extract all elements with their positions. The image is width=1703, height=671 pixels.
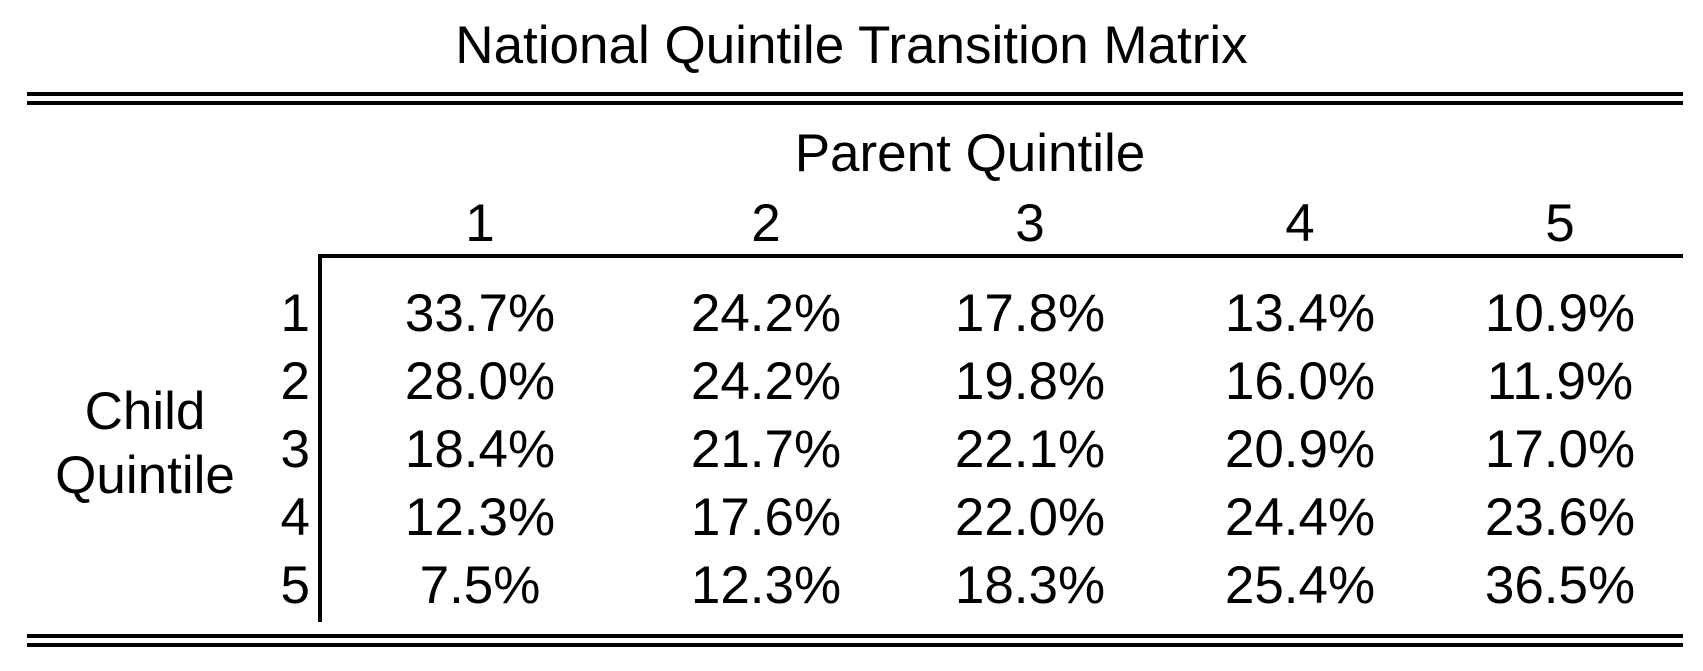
column-header-3: 3 — [1015, 194, 1045, 253]
table-cell-r5-c1: 7.5% — [419, 556, 541, 615]
row-header-divider — [318, 254, 322, 622]
row-header-3: 3 — [280, 420, 310, 479]
column-header-5: 5 — [1545, 194, 1575, 253]
bottom-rule-lower — [27, 643, 1683, 647]
table-cell-r1-c3: 17.8% — [954, 284, 1106, 343]
row-group-label-line-1: Child — [84, 382, 206, 441]
table-cell-r2-c1: 28.0% — [404, 352, 556, 411]
row-header-4: 4 — [280, 488, 310, 547]
column-header-2: 2 — [751, 194, 781, 253]
table-cell-r5-c2: 12.3% — [690, 556, 842, 615]
table-cell-r2-c5: 11.9% — [1486, 352, 1634, 411]
table-cell-r1-c4: 13.4% — [1224, 284, 1376, 343]
column-group-label: Parent Quintile — [794, 124, 1146, 183]
table-cell-r4-c3: 22.0% — [954, 488, 1106, 547]
row-header-2: 2 — [280, 352, 310, 411]
row-header-1: 1 — [280, 284, 310, 343]
row-group-label-line-2: Quintile — [55, 446, 235, 505]
table-cell-r4-c5: 23.6% — [1484, 488, 1636, 547]
table-cell-r4-c1: 12.3% — [404, 488, 556, 547]
table-cell-r3-c5: 17.0% — [1484, 420, 1636, 479]
table-cell-r3-c2: 21.7% — [690, 420, 842, 479]
table-cell-r2-c2: 24.2% — [690, 352, 842, 411]
table-cell-r4-c2: 17.6% — [690, 488, 842, 547]
table-cell-r5-c4: 25.4% — [1224, 556, 1376, 615]
table-cell-r2-c4: 16.0% — [1224, 352, 1376, 411]
column-header-4: 4 — [1285, 194, 1315, 253]
table-cell-r4-c4: 24.4% — [1224, 488, 1376, 547]
table-title: National Quintile Transition Matrix — [455, 16, 1248, 75]
header-underline — [318, 254, 1683, 258]
table-cell-r3-c4: 20.9% — [1224, 420, 1376, 479]
table-cell-r5-c5: 36.5% — [1484, 556, 1636, 615]
column-header-1: 1 — [465, 194, 495, 253]
top-rule-upper — [27, 92, 1683, 96]
table-cell-r5-c3: 18.3% — [954, 556, 1106, 615]
top-rule-lower — [27, 101, 1683, 105]
row-header-5: 5 — [280, 556, 310, 615]
table-cell-r3-c3: 22.1% — [954, 420, 1106, 479]
row-group-label: Child Quintile — [30, 380, 260, 508]
table-cell-r1-c5: 10.9% — [1484, 284, 1636, 343]
bottom-rule-upper — [27, 634, 1683, 638]
table-cell-r3-c1: 18.4% — [404, 420, 556, 479]
table-cell-r1-c2: 24.2% — [690, 284, 842, 343]
table-cell-r2-c3: 19.8% — [954, 352, 1106, 411]
table-cell-r1-c1: 33.7% — [404, 284, 556, 343]
